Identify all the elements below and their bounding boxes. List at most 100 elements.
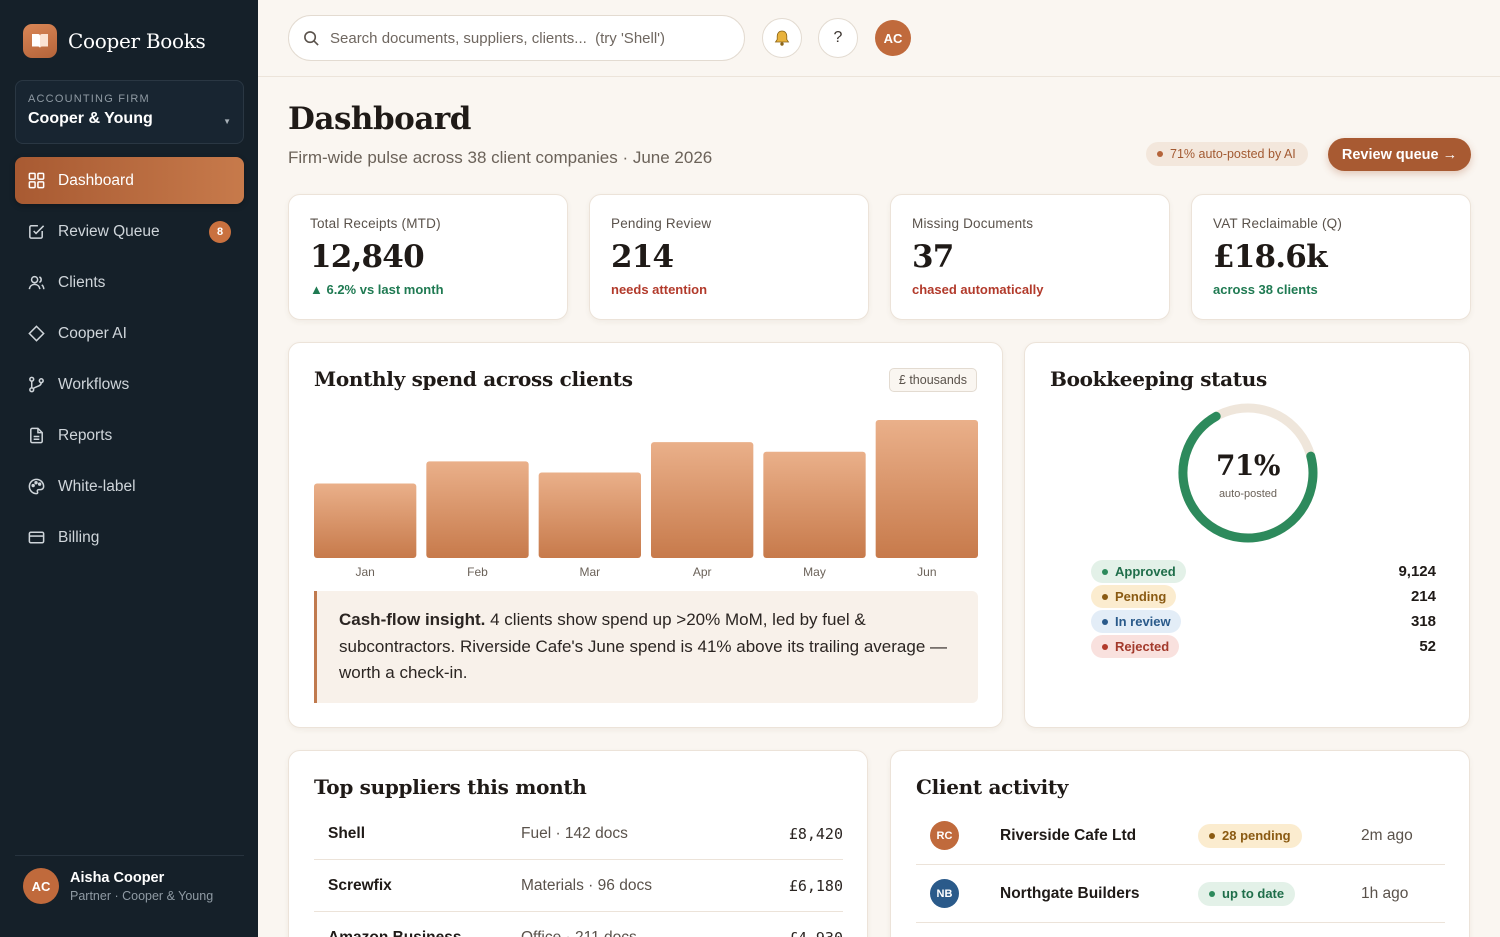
- table-row[interactable]: Screwfix Materials · 96 docs £6,180: [314, 860, 843, 912]
- bar-mar[interactable]: [538, 472, 641, 558]
- status-label: up to date: [1222, 886, 1285, 901]
- review-count-badge: 8: [209, 221, 231, 243]
- sidebar-item-label: Reports: [58, 426, 113, 444]
- user-name: Aisha Cooper: [70, 869, 165, 886]
- table-row[interactable]: Shell Fuel · 142 docs £8,420: [314, 808, 843, 860]
- sidebar-item-white-label[interactable]: White-label: [15, 463, 244, 510]
- table-row[interactable]: Amazon Business Office · 211 docs £4,930: [314, 912, 843, 937]
- monthly-spend-card: Monthly spend across clients £ thousands…: [288, 342, 1003, 728]
- diamond-icon: [28, 325, 45, 342]
- user-profile[interactable]: AC Aisha Cooper Partner · Cooper & Young: [15, 855, 244, 904]
- kpi-note: chased automatically: [912, 282, 1044, 297]
- insight-text: 4 clients show spend up >20% MoM, led by…: [339, 610, 947, 682]
- status-row-pending[interactable]: Pending 214: [1091, 585, 1436, 608]
- spend-title: Monthly spend across clients: [314, 367, 633, 391]
- donut-caption: auto-posted: [1218, 488, 1278, 500]
- suppliers-title: Top suppliers this month: [314, 775, 587, 799]
- list-item[interactable]: RC Riverside Cafe Ltd 28 pending 2m ago: [916, 807, 1445, 865]
- sidebar-item-workflows[interactable]: Workflows: [15, 361, 244, 408]
- notifications-button[interactable]: [762, 18, 802, 58]
- bookkeeping-status-card: Bookkeeping status 71% auto-posted Appro…: [1024, 342, 1470, 728]
- kpi-note: across 38 clients: [1213, 282, 1318, 297]
- kpi-card-total-receipts[interactable]: Total Receipts (MTD) 12,840 ▲ 6.2% vs la…: [288, 194, 568, 320]
- status-dot-icon: [1209, 890, 1215, 897]
- status-dot-icon: [1102, 568, 1108, 575]
- list-item[interactable]: NB Northgate Builders up to date 1h ago: [916, 865, 1445, 923]
- sidebar-item-clients[interactable]: Clients: [15, 259, 244, 306]
- review-queue-button[interactable]: Review queue →: [1328, 138, 1471, 171]
- user-role: Partner · Cooper & Young: [70, 888, 214, 903]
- bar-jun[interactable]: [875, 420, 978, 558]
- search-bar[interactable]: [288, 15, 745, 61]
- kpi-value: £18.6k: [1213, 239, 1328, 275]
- status-pill: In review: [1091, 610, 1181, 633]
- kpi-card-missing-documents[interactable]: Missing Documents 37 chased automaticall…: [890, 194, 1170, 320]
- status-count: 9,124: [1398, 563, 1436, 580]
- search-input[interactable]: [330, 29, 730, 47]
- status-label: Pending: [1115, 589, 1167, 604]
- brand[interactable]: Cooper Books: [23, 24, 206, 58]
- sidebar-item-label: Clients: [58, 273, 106, 291]
- status-pill: Approved: [1091, 560, 1186, 583]
- supplier-meta: Office · 211 docs: [521, 928, 637, 937]
- kpi-card-vat-reclaimable[interactable]: VAT Reclaimable (Q) £18.6k across 38 cli…: [1191, 194, 1471, 320]
- sidebar-item-label: Dashboard: [58, 171, 134, 189]
- kpi-label: Total Receipts (MTD): [310, 216, 441, 231]
- sidebar-item-label: White-label: [58, 477, 136, 495]
- status-row-approved[interactable]: Approved 9,124: [1091, 560, 1436, 583]
- sidebar-item-dashboard[interactable]: Dashboard: [15, 157, 244, 204]
- sidebar-item-billing[interactable]: Billing: [15, 514, 244, 561]
- kpi-note: needs attention: [611, 282, 708, 297]
- status-row-in-review[interactable]: In review 318: [1091, 610, 1436, 633]
- sidebar-nav: Dashboard Review Queue 8 Clients Cooper …: [15, 157, 244, 565]
- firm-selector[interactable]: ACCOUNTING FIRM Cooper & Young ▼: [15, 80, 244, 144]
- avatar: AC: [23, 868, 59, 904]
- x-tick-label: Feb: [467, 565, 488, 579]
- sidebar-item-label: Cooper AI: [58, 324, 127, 342]
- x-tick-label: Apr: [693, 565, 712, 579]
- supplier-meta: Fuel · 142 docs: [521, 824, 628, 842]
- x-tick-label: Jan: [355, 565, 374, 579]
- kpi-label: Pending Review: [611, 216, 712, 231]
- status-label: Rejected: [1115, 639, 1170, 654]
- sidebar-item-reports[interactable]: Reports: [15, 412, 244, 459]
- status-row-rejected[interactable]: Rejected 52: [1091, 635, 1436, 658]
- ai-status-label: 71% auto-posted by AI: [1170, 147, 1296, 161]
- sidebar-item-cooper-ai[interactable]: Cooper AI: [15, 310, 244, 357]
- supplier-meta: Materials · 96 docs: [521, 876, 652, 894]
- sidebar-item-review-queue[interactable]: Review Queue 8: [15, 208, 244, 255]
- kpi-card-pending-review[interactable]: Pending Review 214 needs attention: [589, 194, 869, 320]
- status-dot-icon: [1102, 643, 1108, 650]
- page-title: Dashboard: [288, 101, 471, 137]
- kpi-note: ▲ 6.2% vs last month: [310, 282, 444, 297]
- status-pill: Rejected: [1091, 635, 1180, 658]
- supplier-name: Screwfix: [328, 876, 392, 894]
- supplier-amount: £8,420: [788, 824, 843, 843]
- document-icon: [30, 427, 43, 444]
- firm-caption: ACCOUNTING FIRM: [28, 93, 150, 105]
- help-button[interactable]: ?: [818, 18, 858, 58]
- client-activity-card: Client activity RC Riverside Cafe Ltd 28…: [890, 750, 1470, 937]
- app-name: Cooper Books: [68, 29, 206, 53]
- status-label: 28 pending: [1222, 828, 1291, 843]
- bar-apr[interactable]: [651, 442, 754, 558]
- insight-heading: Cash-flow insight.: [339, 610, 486, 629]
- caret-down-icon: ▼: [223, 117, 231, 126]
- sidebar: Cooper Books ACCOUNTING FIRM Cooper & Yo…: [0, 0, 258, 937]
- kpi-label: VAT Reclaimable (Q): [1213, 216, 1343, 231]
- kpi-value: 37: [912, 239, 954, 275]
- status-dot-icon: [1102, 618, 1108, 625]
- supplier-amount: £4,930: [761, 929, 843, 937]
- supplier-name: Shell: [328, 824, 366, 842]
- client-name: Northgate Builders: [1000, 884, 1140, 902]
- palette-icon: [28, 478, 45, 495]
- timestamp: 2m ago: [1361, 826, 1413, 844]
- bar-feb[interactable]: [426, 461, 529, 558]
- topbar: ? AC: [258, 0, 1500, 77]
- x-tick-label: May: [803, 565, 826, 579]
- bar-jan[interactable]: [314, 483, 417, 558]
- sidebar-item-label: Billing: [58, 528, 100, 546]
- avatar: NB: [930, 879, 959, 908]
- avatar[interactable]: AC: [875, 20, 911, 56]
- bar-may[interactable]: [763, 451, 866, 558]
